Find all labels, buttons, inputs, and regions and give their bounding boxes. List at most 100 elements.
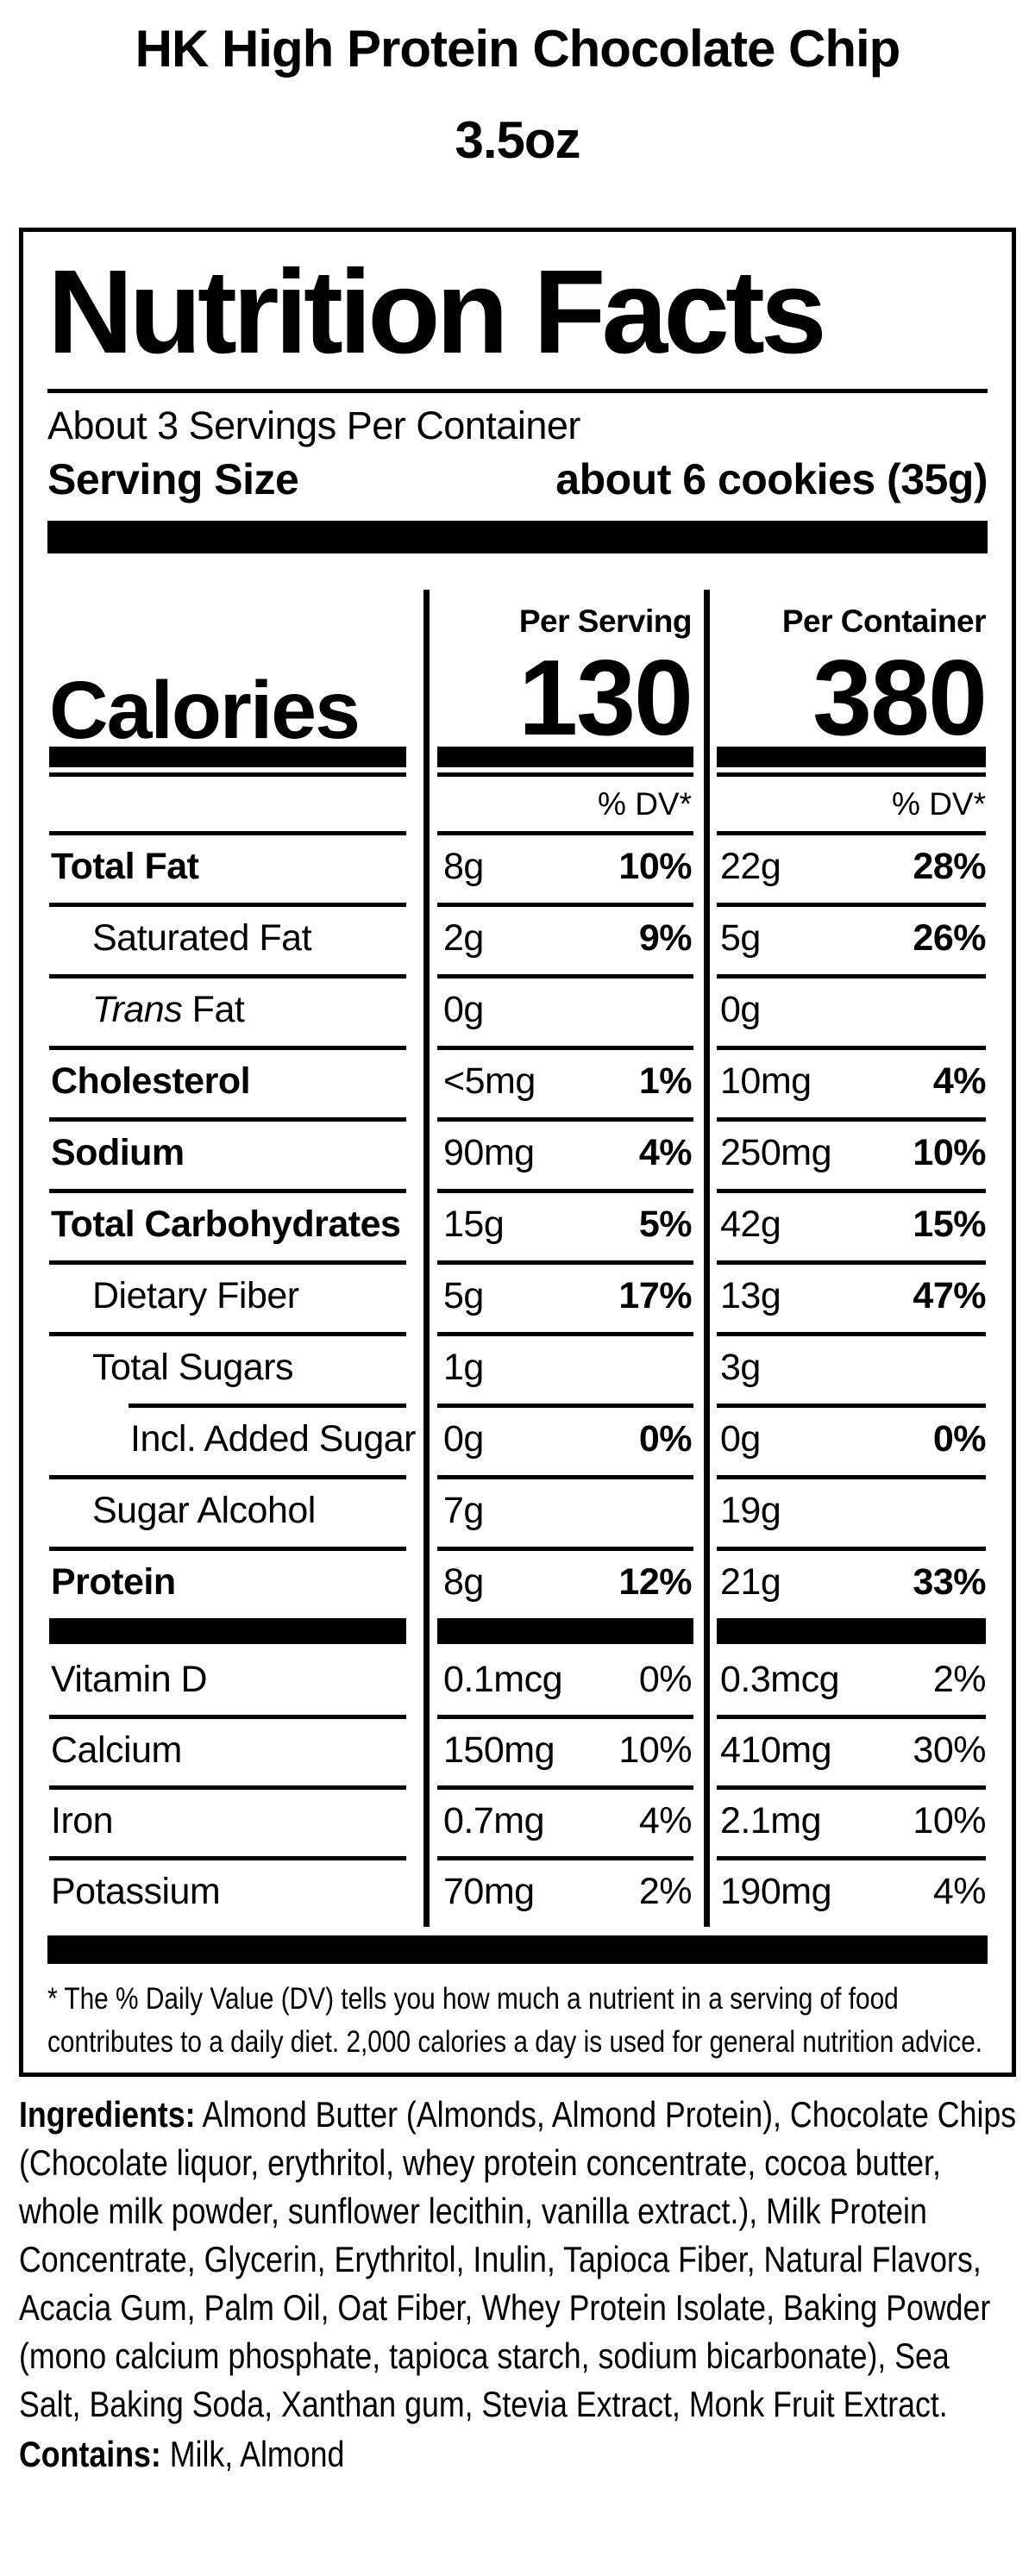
vitamin-row-calcium: Calcium 150mg 10% 410mg 30%: [47, 1715, 988, 1785]
serving-cell: <5mg 1%: [423, 1046, 710, 1117]
serving-percent: 12%: [618, 1561, 692, 1603]
calories-label-cell: Calories: [47, 645, 423, 752]
container-percent: 28%: [913, 846, 986, 887]
ingredients-label: Ingredients:: [19, 2094, 196, 2135]
calories-per-serving-value: 130: [518, 639, 693, 758]
serving-cell: 2g 9%: [423, 903, 710, 974]
container-cell: 0g: [710, 974, 988, 1046]
serving-cell: 8g 10%: [423, 831, 710, 903]
calories-label: Calories: [49, 665, 361, 756]
nutrient-row-total-fat: Total Fat 8g 10% 22g 28%: [47, 831, 988, 903]
serving-cell: 70mg 2%: [423, 1856, 710, 1927]
nutrient-label: Total Carbohydrates: [51, 1204, 401, 1245]
label-cell: Total Fat: [47, 831, 423, 903]
serving-cell: 0.1mcg 0%: [423, 1644, 710, 1715]
calories-rule-label-cell: [47, 747, 423, 778]
servings-per-container: About 3 Servings Per Container: [47, 403, 580, 447]
serving-amount: 15g: [443, 1204, 505, 1245]
header-per-serving-cell: Per Serving: [423, 590, 710, 645]
nutrient-label: Sugar Alcohol: [92, 1490, 316, 1531]
container-percent: 2%: [932, 1658, 987, 1700]
serving-percent: 10%: [618, 1729, 692, 1771]
nutrient-label: Incl. Added Sugar: [130, 1418, 416, 1460]
container-amount: 22g: [720, 846, 781, 887]
container-amount: 19g: [720, 1490, 781, 1531]
container-percent: 10%: [913, 1132, 986, 1173]
vitamin-row-vitamin-d: Vitamin D 0.1mcg 0% 0.3mcg 2%: [47, 1644, 988, 1715]
container-percent: 15%: [913, 1204, 986, 1245]
serving-amount: 8g: [443, 1561, 484, 1603]
container-cell: 42g 15%: [710, 1189, 988, 1260]
nutrient-row-saturated-fat: Saturated Fat 2g 9% 5g 26%: [47, 903, 988, 974]
container-percent: 0%: [932, 1418, 987, 1460]
nutrient-label: Total Fat: [51, 846, 199, 887]
nutrient-label: Potassium: [51, 1870, 221, 1912]
calories-per-container-value: 380: [812, 639, 988, 758]
nutrient-row-cholesterol: Cholesterol <5mg 1% 10mg 4%: [47, 1046, 988, 1117]
serving-percent: 1%: [638, 1060, 693, 1102]
serving-amount: 0.7mg: [443, 1799, 545, 1841]
label-cell: Calcium: [47, 1715, 423, 1785]
dv-empty-cell: [47, 778, 423, 831]
nutrient-row-sodium: Sodium 90mg 4% 250mg 10%: [47, 1117, 988, 1189]
nutrient-label: Iron: [51, 1799, 114, 1841]
container-amount: 2.1mg: [720, 1799, 822, 1841]
serving-amount: 7g: [443, 1490, 484, 1531]
dv-header-row: % DV* % DV*: [47, 778, 988, 831]
nutrient-row-added-sugar: Incl. Added Sugar 0g 0% 0g 0%: [47, 1404, 988, 1475]
container-percent: 26%: [913, 917, 986, 959]
bar-segment-cell: [423, 1618, 710, 1644]
header-empty-cell: [47, 590, 423, 645]
dv-header-serving: % DV*: [598, 786, 692, 822]
ingredients-scale-wrap: Ingredients: Almond Butter (Almonds, Alm…: [19, 2091, 1017, 2479]
nutrient-row-trans-fat: Trans Fat 0g 0g: [47, 974, 988, 1046]
footnote-wrap: * The % Daily Value (DV) tells you how m…: [47, 1978, 988, 2064]
serving-cell: 150mg 10%: [423, 1715, 710, 1785]
serving-percent: 10%: [618, 846, 692, 887]
nutrient-label: Cholesterol: [51, 1060, 251, 1102]
serving-amount: 90mg: [443, 1132, 535, 1173]
calories-rule-container-cell: [710, 747, 988, 778]
nutrient-row-protein: Protein 8g 12% 21g 33%: [47, 1547, 988, 1618]
container-cell: 10mg 4%: [710, 1046, 988, 1117]
serving-amount: 5g: [443, 1275, 484, 1316]
container-amount: 0g: [720, 1418, 761, 1460]
serving-amount: 0g: [443, 989, 484, 1030]
label-cell: Protein: [47, 1547, 423, 1618]
dv-serving-cell: % DV*: [423, 778, 710, 831]
container-percent: 33%: [913, 1561, 986, 1603]
footnote-divider-bar: [47, 1935, 988, 1964]
double-rule: [49, 747, 406, 777]
vitamin-row-potassium: Potassium 70mg 2% 190mg 4%: [47, 1856, 988, 1927]
container-cell: 190mg 4%: [710, 1856, 988, 1927]
container-amount: 3g: [720, 1347, 761, 1388]
serving-cell: 0.7mg 4%: [423, 1785, 710, 1856]
container-cell: 22g 28%: [710, 831, 988, 903]
serving-percent: 5%: [638, 1204, 693, 1245]
ingredients-paragraph: Ingredients: Almond Butter (Almonds, Alm…: [19, 2091, 1017, 2429]
nutrition-table: Per Serving Per Container Calories 130 3…: [47, 590, 988, 1927]
serving-cell: 0g 0%: [423, 1404, 710, 1475]
vitamin-divider-bar-row: [47, 1618, 988, 1644]
calories-rule-row: [47, 747, 988, 778]
label-cell: Sodium: [47, 1117, 423, 1189]
ingredients-text: Almond Butter (Almonds, Almond Protein),…: [19, 2094, 1017, 2424]
calories-rule-serving-cell: [423, 747, 710, 778]
contains-line: Contains: Milk, Almond: [19, 2430, 1017, 2479]
container-percent: 47%: [913, 1275, 986, 1316]
label-cell: Incl. Added Sugar: [47, 1404, 423, 1475]
container-amount: 0g: [720, 989, 761, 1030]
serving-size-divider-bar: [47, 521, 988, 553]
container-cell: 21g 33%: [710, 1547, 988, 1618]
container-cell: 410mg 30%: [710, 1715, 988, 1785]
container-percent: 4%: [932, 1870, 987, 1912]
serving-amount: 70mg: [443, 1870, 535, 1912]
label-cell: Total Carbohydrates: [47, 1189, 423, 1260]
label-cell: Iron: [47, 1785, 423, 1856]
contains-text: Milk, Almond: [160, 2434, 345, 2474]
nutrient-label: Calcium: [51, 1729, 182, 1771]
nutrient-row-dietary-fiber: Dietary Fiber 5g 17% 13g 47%: [47, 1260, 988, 1332]
bar-segment-cell: [47, 1618, 423, 1644]
serving-percent: 4%: [638, 1132, 693, 1173]
label-cell: Vitamin D: [47, 1644, 423, 1715]
